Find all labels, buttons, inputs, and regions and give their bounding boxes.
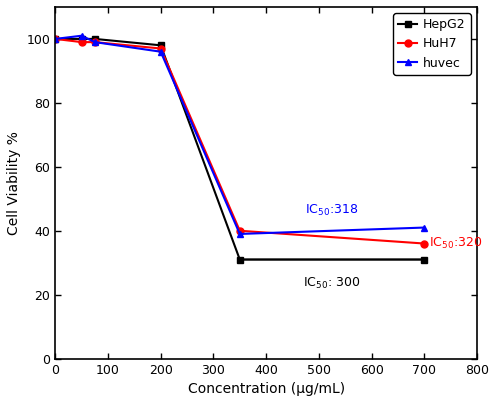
- huvec: [79, 33, 85, 38]
- HepG2: [52, 37, 58, 42]
- HepG2: [237, 257, 243, 262]
- Y-axis label: Cell Viability %: Cell Viability %: [7, 131, 21, 235]
- HuH7: [52, 37, 58, 42]
- huvec: [158, 49, 164, 54]
- huvec: [237, 232, 243, 237]
- huvec: [92, 40, 98, 45]
- Text: IC$_{50}$: 300: IC$_{50}$: 300: [304, 276, 361, 291]
- HuH7: [422, 241, 428, 246]
- HuH7: [92, 40, 98, 45]
- Text: IC$_{50}$:320: IC$_{50}$:320: [429, 236, 482, 251]
- HuH7: [79, 40, 85, 45]
- Text: IC$_{50}$:318: IC$_{50}$:318: [306, 203, 359, 218]
- HepG2: [422, 257, 428, 262]
- HepG2: [158, 43, 164, 48]
- Line: HuH7: HuH7: [52, 35, 428, 247]
- huvec: [422, 225, 428, 230]
- HuH7: [237, 229, 243, 233]
- Line: HepG2: HepG2: [52, 35, 428, 263]
- HuH7: [158, 46, 164, 51]
- Legend: HepG2, HuH7, huvec: HepG2, HuH7, huvec: [393, 13, 471, 75]
- HepG2: [79, 37, 85, 42]
- Line: huvec: huvec: [52, 32, 428, 237]
- huvec: [52, 37, 58, 42]
- X-axis label: Concentration (µg/mL): Concentration (µg/mL): [187, 382, 345, 396]
- HepG2: [92, 37, 98, 42]
